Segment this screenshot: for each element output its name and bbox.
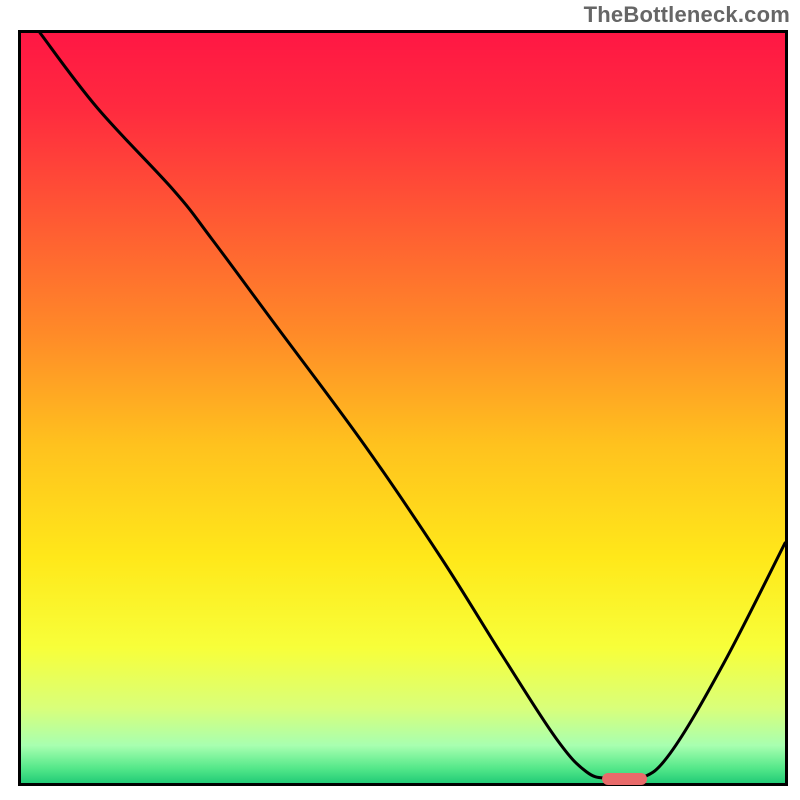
chart-page: { "watermark": { "text": "TheBottleneck.… xyxy=(0,0,800,800)
optimal-range-marker xyxy=(602,773,648,785)
chart-frame xyxy=(18,30,788,786)
chart-canvas xyxy=(21,33,785,783)
watermark-text: TheBottleneck.com xyxy=(584,2,790,28)
gradient-background xyxy=(21,33,785,783)
